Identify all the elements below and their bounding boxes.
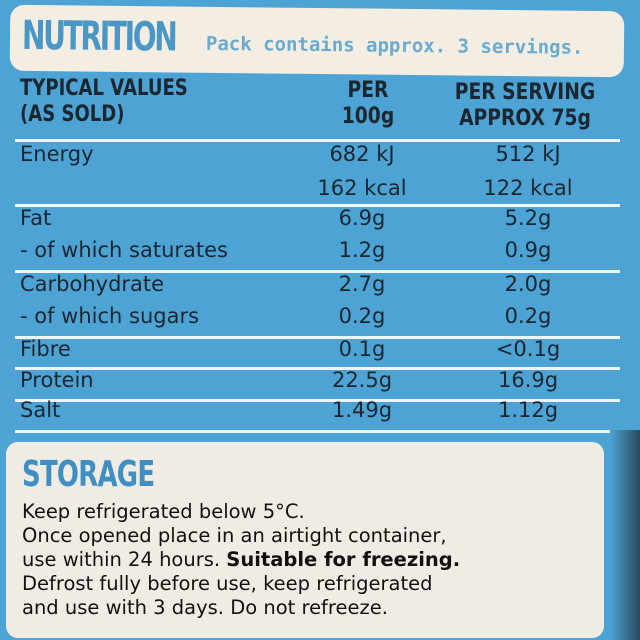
value-per-serving: 122 kcal bbox=[483, 176, 573, 200]
value-per-serving: 1.12g bbox=[497, 398, 559, 422]
table-row: Carbohydrate 2.7g 2.0g bbox=[0, 272, 640, 302]
header-line: PER bbox=[347, 78, 389, 103]
storage-line: Keep refrigerated below 5°C. bbox=[22, 500, 305, 523]
row-divider bbox=[15, 367, 620, 370]
servings-note: Pack contains approx. 3 servings. bbox=[205, 32, 584, 59]
row-divider bbox=[15, 270, 620, 273]
nutrient-name: Fibre bbox=[20, 337, 71, 361]
value-per-100g: 2.7g bbox=[338, 272, 386, 296]
value-per-100g: 0.1g bbox=[338, 337, 386, 361]
row-divider bbox=[15, 139, 620, 142]
storage-panel: STORAGE Keep refrigerated below 5°C. Onc… bbox=[6, 442, 604, 638]
value-per-100g: 162 kcal bbox=[317, 176, 407, 200]
value-per-100g: 0.2g bbox=[338, 304, 386, 328]
value-per-serving: 0.2g bbox=[504, 304, 552, 328]
storage-instructions: Keep refrigerated below 5°C. Once opened… bbox=[22, 500, 460, 620]
storage-text: use within 24 hours. bbox=[22, 548, 227, 571]
value-per-100g: 1.49g bbox=[331, 398, 393, 422]
nutrient-name: Fat bbox=[20, 206, 52, 230]
table-row: - of which saturates 1.2g 0.9g bbox=[0, 238, 640, 268]
row-divider bbox=[15, 336, 620, 339]
nutrient-name: - of which saturates bbox=[20, 238, 228, 262]
value-per-100g: 1.2g bbox=[338, 238, 386, 262]
nutrient-name: Energy bbox=[20, 142, 94, 166]
table-row: - of which sugars 0.2g 0.2g bbox=[0, 304, 640, 334]
row-divider bbox=[15, 204, 620, 207]
storage-line: use within 24 hours. Suitable for freezi… bbox=[22, 548, 460, 572]
value-per-serving: 0.9g bbox=[504, 238, 552, 262]
value-per-serving: 2.0g bbox=[504, 272, 552, 296]
nutrient-name: Protein bbox=[20, 368, 94, 392]
column-header-per-serving: PER SERVING APPROX 75g bbox=[444, 80, 606, 132]
value-per-serving: 5.2g bbox=[504, 206, 552, 230]
nutrient-name: Salt bbox=[20, 398, 61, 422]
value-per-serving: <0.1g bbox=[495, 337, 561, 361]
table-row: Salt 1.49g 1.12g bbox=[0, 398, 640, 428]
value-per-100g: 6.9g bbox=[338, 206, 386, 230]
freezing-note: Suitable for freezing. bbox=[226, 548, 461, 571]
header-line: TYPICAL VALUES bbox=[20, 76, 188, 101]
storage-line: and use with 3 days. Do not refreeze. bbox=[22, 596, 388, 619]
row-divider bbox=[15, 430, 620, 433]
storage-title: STORAGE bbox=[22, 454, 155, 495]
value-per-100g: 682 kJ bbox=[329, 142, 395, 166]
table-row: Protein 22.5g 16.9g bbox=[0, 368, 640, 398]
value-per-100g: 22.5g bbox=[331, 368, 393, 392]
row-divider bbox=[15, 399, 620, 402]
header-line: 100g bbox=[341, 104, 395, 129]
column-header-per-100g: PER 100g bbox=[334, 78, 402, 130]
table-row: Fat 6.9g 5.2g bbox=[0, 206, 640, 236]
table-row: Energy 682 kJ 512 kJ bbox=[0, 142, 640, 172]
nutrient-name: Carbohydrate bbox=[20, 272, 165, 296]
storage-line: Defrost fully before use, keep refrigera… bbox=[22, 572, 433, 595]
table-row: Fibre 0.1g <0.1g bbox=[0, 337, 640, 367]
header-line: PER SERVING bbox=[454, 80, 596, 105]
value-per-serving: 16.9g bbox=[497, 368, 559, 392]
value-per-serving: 512 kJ bbox=[495, 142, 561, 166]
nutrition-title: NUTRITION bbox=[21, 12, 176, 61]
table-row: 162 kcal 122 kcal bbox=[0, 176, 640, 206]
nutrition-banner: NUTRITION Pack contains approx. 3 servin… bbox=[9, 4, 625, 78]
header-line: (AS SOLD) bbox=[20, 102, 125, 127]
column-header-typical-values: TYPICAL VALUES (AS SOLD) bbox=[20, 76, 188, 128]
nutrient-name: - of which sugars bbox=[20, 304, 200, 328]
storage-line: Once opened place in an airtight contain… bbox=[22, 524, 447, 547]
background-edge bbox=[610, 430, 640, 640]
header-line: APPROX 75g bbox=[459, 106, 591, 131]
